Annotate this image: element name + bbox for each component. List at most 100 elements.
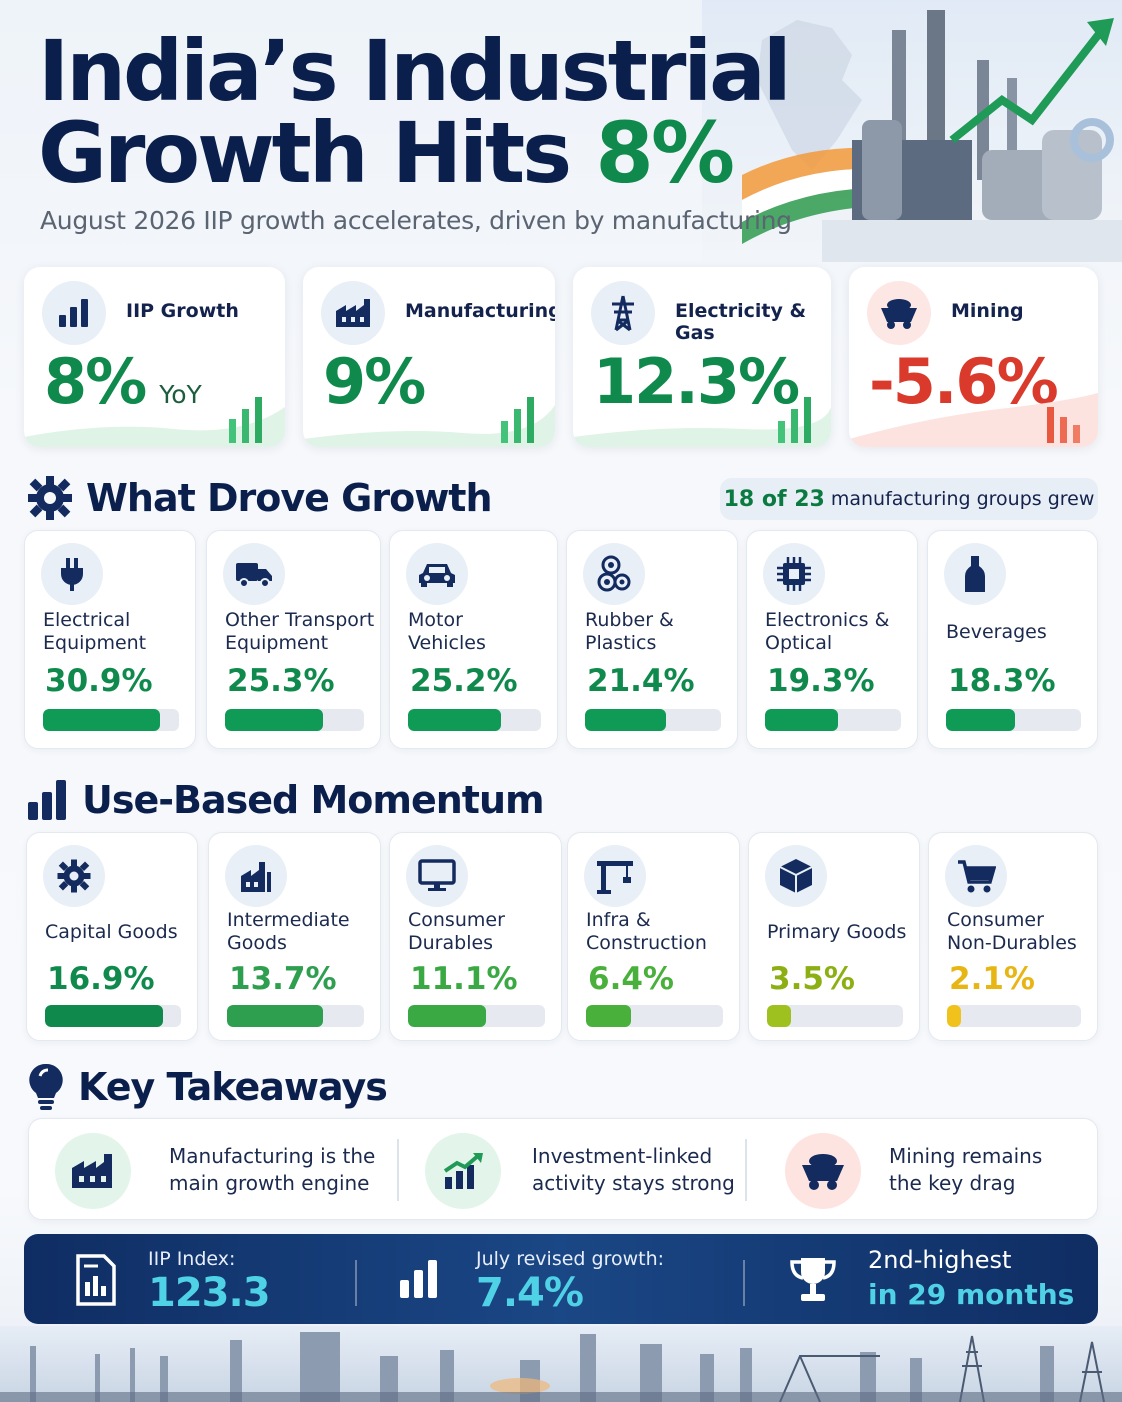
category-value: 18.3% <box>948 663 1056 699</box>
category-value: 11.1% <box>410 961 518 997</box>
category-name-line-1: Beverages <box>946 621 1047 643</box>
category-name: Rubber & Plastics <box>585 609 674 655</box>
category-name-line-2: Equipment <box>225 632 329 654</box>
category-name-line-1: Consumer <box>947 909 1044 931</box>
banner-value: 123.3 <box>148 1270 271 1316</box>
progress-fill <box>227 1005 324 1027</box>
progress-fill <box>767 1005 792 1027</box>
category-value: 16.9% <box>47 961 155 997</box>
progress-track <box>408 709 541 731</box>
lightbulb-icon <box>29 1063 63 1110</box>
kpi-label: IIP Growth <box>126 300 239 322</box>
takeaway-line-2: main growth engine <box>169 1171 370 1195</box>
progress-fill <box>43 709 160 731</box>
kpi-value-text: 8% <box>44 345 147 418</box>
badge-count: 18 of 23 <box>723 486 825 512</box>
category-value: 25.3% <box>227 663 335 699</box>
section-header-drove-growth: What Drove Growth <box>26 474 493 522</box>
category-name-line-2: Equipment <box>43 632 147 654</box>
sparkline <box>303 397 555 447</box>
category-name-line-1: Other Transport <box>225 609 375 631</box>
kpi-card-mining: Mining -5.6% <box>849 267 1098 447</box>
sparkline <box>849 393 1098 447</box>
category-name-line-2: Non-Durables <box>947 932 1077 954</box>
sparkline <box>24 397 285 447</box>
takeaway-line-1: Mining remains <box>889 1144 1043 1168</box>
category-card: Consumer Non-Durables 2.1% <box>928 832 1098 1041</box>
category-name-line-1: Electronics & <box>765 609 890 631</box>
category-name: Intermediate Goods <box>227 909 350 955</box>
divider <box>745 1139 747 1201</box>
category-card: Motor Vehicles 25.2% <box>389 530 558 749</box>
bottle-icon <box>944 543 1006 605</box>
factory-icon <box>225 845 287 907</box>
category-card: Consumer Durables 11.1% <box>389 832 562 1041</box>
kpi-value: 9% <box>323 345 426 418</box>
divider <box>743 1260 745 1306</box>
kpi-label: Manufacturing <box>405 300 555 322</box>
category-card: Other Transport Equipment 25.3% <box>206 530 381 749</box>
rank-line-1: 2nd-highest <box>868 1246 1012 1274</box>
progress-track <box>767 1005 903 1027</box>
truck-icon <box>223 543 285 605</box>
category-name-line-1: Primary Goods <box>767 921 907 943</box>
bar-chart-icon <box>42 281 106 345</box>
pellets-icon <box>583 543 645 605</box>
mine-cart-icon <box>867 281 931 345</box>
banner-value: 7.4% <box>476 1270 584 1316</box>
category-card: Electronics & Optical 19.3% <box>746 530 918 749</box>
city-skyline-illustration <box>0 1326 1122 1402</box>
category-name-line-1: Motor <box>408 609 463 631</box>
takeaway-line-2: activity stays strong <box>532 1171 735 1195</box>
category-name-line-2: Vehicles <box>408 632 486 654</box>
progress-fill <box>946 709 1015 731</box>
category-value: 30.9% <box>45 663 153 699</box>
category-name-line-2: Goods <box>227 932 287 954</box>
progress-track <box>225 709 364 731</box>
category-value: 6.4% <box>588 961 674 997</box>
cube-icon <box>765 845 827 907</box>
category-card: Rubber & Plastics 21.4% <box>566 530 738 749</box>
takeaway-line-1: Investment-linked <box>532 1144 713 1168</box>
section-header-use-based: Use-Based Momentum <box>26 778 545 822</box>
kpi-card-iip-growth: IIP Growth 8% YoY <box>24 267 285 447</box>
takeaway-line-1: Manufacturing is the <box>169 1144 376 1168</box>
category-name-line-1: Intermediate <box>227 909 350 931</box>
hero: India’s Industrial Growth Hits 8% August… <box>0 0 1122 262</box>
kpi-value: 8% YoY <box>44 345 202 418</box>
kpi-label: Mining <box>951 300 1024 322</box>
category-value: 3.5% <box>769 961 855 997</box>
category-card: Primary Goods 3.5% <box>748 832 920 1041</box>
category-name-line-2: Optical <box>765 632 833 654</box>
kpi-row: IIP Growth 8% YoY Manufacturing 9% Electr… <box>24 267 1098 447</box>
progress-track <box>946 709 1081 731</box>
progress-fill <box>45 1005 163 1027</box>
car-icon <box>406 543 468 605</box>
progress-fill <box>765 709 838 731</box>
category-name: Other Transport Equipment <box>225 609 374 655</box>
rank-line-2: in 29 months <box>868 1278 1075 1311</box>
category-name-line-1: Electrical <box>43 609 131 631</box>
monitor-icon <box>406 845 468 907</box>
progress-track <box>227 1005 364 1027</box>
category-value: 13.7% <box>229 961 337 997</box>
category-name: Infra & Construction <box>586 909 707 955</box>
gear-icon <box>43 845 105 907</box>
bar-chart-icon <box>400 1260 437 1298</box>
category-value: 25.2% <box>410 663 518 699</box>
gear-icon <box>28 476 72 520</box>
title-line-2-text: Growth Hits <box>38 104 596 202</box>
mine-cart-icon <box>785 1133 861 1209</box>
section-title: Key Takeaways <box>78 1065 388 1109</box>
bar-chart-icon <box>28 780 66 820</box>
progress-fill <box>585 709 666 731</box>
factory-icon <box>55 1133 131 1209</box>
progress-track <box>585 709 721 731</box>
progress-fill <box>225 709 323 731</box>
banner-label: IIP Index: <box>148 1248 236 1270</box>
groups-grew-badge: 18 of 23 manufacturing groups grew <box>720 478 1098 520</box>
badge-text: manufacturing groups grew <box>830 488 1095 510</box>
progress-track <box>765 709 901 731</box>
category-name: Electronics & Optical <box>765 609 889 655</box>
kpi-label: Electricity & Gas <box>675 300 807 344</box>
